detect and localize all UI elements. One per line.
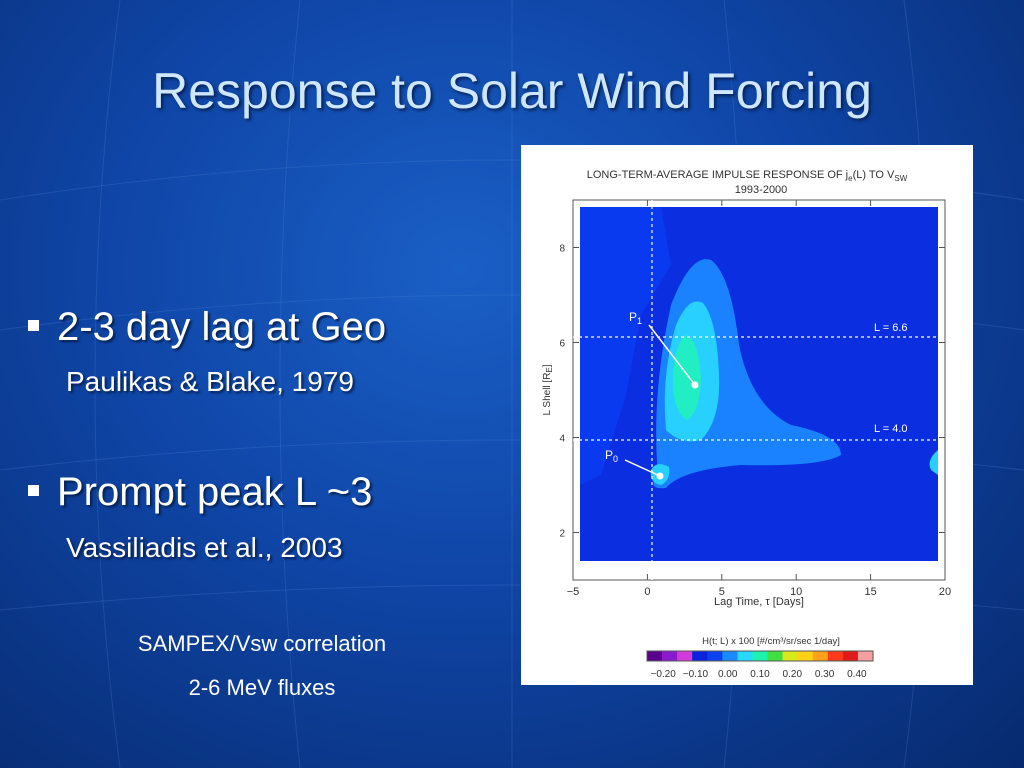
colorbar-cell <box>797 651 814 661</box>
contour-level-3 <box>673 335 701 420</box>
colorbar-tick-label: 0.00 <box>718 669 738 680</box>
bullet-1-citation: Paulikas & Blake, 1979 <box>66 366 354 397</box>
colorbar-cell <box>767 651 783 661</box>
colorbar-cell <box>707 651 723 661</box>
y-tick-label: 6 <box>559 339 565 350</box>
colorbar-cell <box>752 651 768 661</box>
note-correlation: SAMPEX/Vsw correlation <box>137 631 387 656</box>
colorbar-cell <box>827 651 844 661</box>
colorbar-tick-label: −0.10 <box>683 669 709 680</box>
colorbar-tick-label: −0.20 <box>650 669 676 680</box>
y-axis-ticks: 2 4 6 8 <box>559 244 945 540</box>
y-axis-label: L Shell [RE] <box>542 364 554 415</box>
p0-label: P0 <box>605 448 618 464</box>
colorbar-tick-label: 0.20 <box>783 669 803 680</box>
p0-point <box>656 472 664 480</box>
p1-label: P1 <box>629 310 642 326</box>
impulse-response-figure: LONG-TERM-AVERAGE IMPULSE RESPONSE OF je… <box>521 145 973 685</box>
colorbar-tick-label: 0.40 <box>847 669 867 680</box>
colorbar-tick-label: 0.10 <box>750 669 770 680</box>
x-axis-ticks: −5 0 5 10 15 20 <box>567 200 951 598</box>
colorbar-frame <box>646 650 874 662</box>
x-tick-label: 5 <box>719 586 725 598</box>
y-tick-label: 8 <box>559 244 565 255</box>
x-axis-label: Lag Time, τ [Days] <box>714 596 804 608</box>
contour-edge-blob <box>929 450 938 475</box>
note-fluxes: 2-6 MeV fluxes <box>188 675 336 700</box>
colorbar-cell <box>857 651 874 661</box>
x-tick-label: 0 <box>644 586 650 598</box>
slide-title: Response to Solar Wind Forcing <box>152 63 872 119</box>
colorbar-cell <box>692 651 708 661</box>
x-tick-label: 10 <box>790 586 802 598</box>
x-tick-label: 15 <box>864 586 876 598</box>
y-tick-label: 4 <box>559 434 565 445</box>
p1-pointer <box>648 324 696 386</box>
colorbar-cell <box>677 651 693 661</box>
y-tick-label: 2 <box>559 529 565 540</box>
colorbar-cell <box>842 651 859 661</box>
colorbar-cell <box>737 651 753 661</box>
bullet-2-citation: Vassiliadis et al., 2003 <box>66 532 343 563</box>
colorbar-cell <box>662 651 678 661</box>
colorbar-cell <box>722 651 738 661</box>
colorbar <box>646 650 874 662</box>
x-tick-label: −5 <box>567 586 580 598</box>
bullet-square-icon <box>28 484 39 496</box>
colorbar-tick-label: 0.30 <box>815 669 835 680</box>
contour-low-region <box>580 207 671 485</box>
bullet-square-icon <box>28 319 39 331</box>
p1-point <box>691 381 699 389</box>
colorbar-ticks: −0.20 −0.10 0.00 0.10 0.20 0.30 0.40 <box>650 669 867 680</box>
bullet-2-text: Prompt peak L ~3 <box>57 470 373 514</box>
colorbar-cell <box>647 651 663 661</box>
l-4-0-label: L = 4.0 <box>874 423 908 435</box>
bullet-1-text: 2-3 day lag at Geo <box>57 305 387 349</box>
bullet-1: 2-3 day lag at Geo <box>28 305 386 350</box>
figure-subtitle: 1993-2000 <box>735 184 788 196</box>
l-6-6-label: L = 6.6 <box>874 322 908 334</box>
colorbar-cell <box>782 651 798 661</box>
bullet-2: Prompt peak L ~3 <box>28 470 372 515</box>
x-tick-label: 20 <box>939 586 951 598</box>
colorbar-cell <box>812 651 829 661</box>
colorbar-label: H(t; L) x 100 [#/cm³/sr/sec 1/day] <box>702 636 840 647</box>
p0-pointer <box>624 459 661 477</box>
figure-title: LONG-TERM-AVERAGE IMPULSE RESPONSE OF je… <box>587 169 908 183</box>
